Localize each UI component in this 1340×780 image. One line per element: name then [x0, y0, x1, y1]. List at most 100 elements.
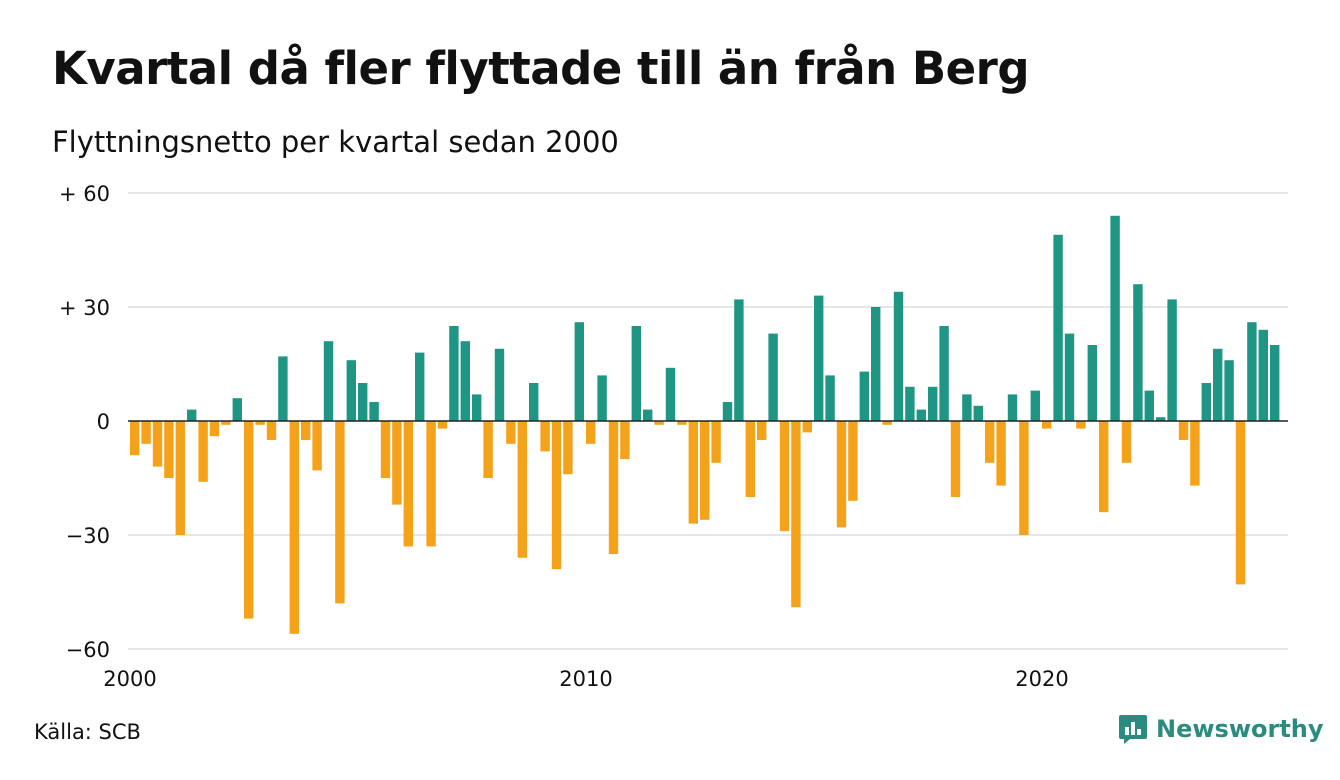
bar: [620, 421, 630, 459]
bar: [392, 421, 402, 505]
bar: [346, 360, 356, 421]
bar: [1190, 421, 1200, 486]
bar: [631, 326, 641, 421]
bar: [335, 421, 345, 604]
y-tick-label: −60: [66, 638, 110, 662]
bar: [244, 421, 254, 619]
bar: [1178, 421, 1189, 440]
x-tick-label: 2020: [1015, 667, 1068, 691]
chart-subtitle: Flyttningsnetto per kvartal sedan 2000: [52, 125, 619, 159]
axis-labels: + 60 + 30 0 −30 −60 2000 2010 2020: [59, 182, 1069, 691]
bar: [506, 421, 516, 444]
bar: [551, 421, 562, 570]
bar: [289, 421, 299, 634]
bar: [266, 421, 277, 440]
bar: [608, 421, 619, 554]
bar: [130, 421, 140, 456]
bar: [1053, 234, 1063, 421]
bar: [1144, 390, 1154, 421]
bar: [916, 409, 926, 421]
bar: [1064, 333, 1075, 421]
x-tick-label: 2000: [103, 667, 156, 691]
bars: [130, 215, 1280, 634]
bar: [1007, 394, 1018, 421]
x-tick-label: 2010: [559, 667, 612, 691]
bar: [175, 421, 185, 535]
bar: [1247, 322, 1257, 421]
bar: [825, 375, 835, 421]
bar: [950, 421, 961, 497]
bar: [1076, 421, 1086, 429]
bar: [928, 386, 938, 421]
bar: [141, 421, 151, 444]
bar: [517, 421, 527, 558]
bar: [814, 295, 824, 421]
bar: [403, 421, 413, 547]
bar: [768, 333, 778, 421]
bar: [654, 421, 664, 425]
bar: [563, 421, 573, 475]
bar: [209, 421, 220, 437]
bar: [586, 421, 596, 444]
bar: [323, 341, 334, 421]
bar: [848, 421, 858, 501]
bar: [1030, 390, 1040, 421]
bar: [1156, 417, 1166, 421]
bar: [540, 421, 550, 452]
bar: [1042, 421, 1052, 429]
bar: [529, 383, 539, 421]
bar: [1167, 299, 1177, 421]
bar: [494, 348, 505, 421]
bar: [152, 421, 163, 467]
bar: [985, 421, 995, 463]
bar: [312, 421, 322, 471]
bar: [187, 409, 197, 421]
bar: [665, 367, 676, 421]
bar: [1213, 348, 1223, 421]
bar: [1224, 360, 1234, 421]
bar: [437, 421, 448, 429]
bar: [791, 421, 801, 608]
bar: [882, 421, 892, 425]
bar: [369, 402, 379, 421]
source-note: Källa: SCB: [34, 720, 141, 744]
bar: [962, 394, 972, 421]
bar: [232, 398, 242, 421]
bar: [745, 421, 755, 497]
bar: [734, 299, 744, 421]
bar: [380, 421, 391, 478]
bar: [1258, 329, 1268, 421]
bar: [802, 421, 812, 433]
bar: [255, 421, 265, 425]
chart-title: Kvartal då fler flyttade till än från Be…: [52, 42, 1030, 95]
bar: [301, 421, 311, 440]
bar: [859, 371, 869, 421]
bar: [700, 421, 710, 520]
bar: [1110, 215, 1120, 421]
bar: [164, 421, 174, 478]
bar: [358, 383, 368, 421]
brand-name: Newsworthy: [1156, 715, 1324, 743]
bar: [415, 352, 425, 421]
bar: [1133, 284, 1143, 421]
y-tick-label: −30: [66, 524, 110, 548]
bar: [871, 307, 881, 421]
bar: [757, 421, 767, 440]
y-tick-label: + 60: [59, 182, 110, 206]
bar: [1270, 345, 1280, 421]
bar: [1087, 345, 1097, 421]
bar: [677, 421, 687, 425]
bar: [893, 291, 904, 421]
bar: [779, 421, 790, 532]
bar: [996, 421, 1006, 486]
bar: [711, 421, 721, 463]
bar: [722, 402, 733, 421]
bar: [221, 421, 231, 425]
bar: [1099, 421, 1109, 513]
newsworthy-logo-icon: [1119, 715, 1147, 744]
bar: [472, 394, 482, 421]
bar: [643, 409, 653, 421]
bar: [973, 405, 983, 421]
y-tick-label: + 30: [59, 296, 110, 320]
